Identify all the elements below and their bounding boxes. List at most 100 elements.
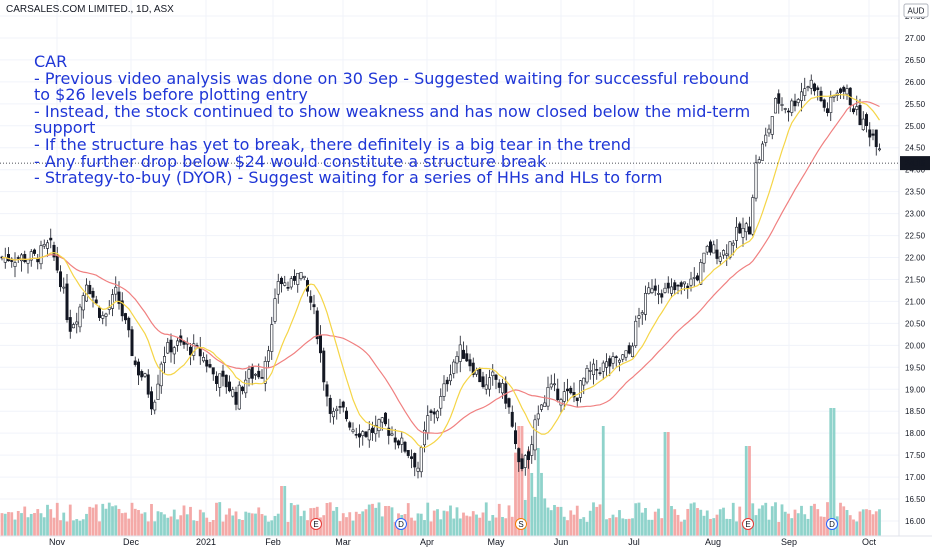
volume-bar xyxy=(202,512,205,536)
volume-bar xyxy=(588,510,592,536)
candle xyxy=(517,447,521,472)
y-tick-label: 18.00 xyxy=(905,429,926,438)
candle xyxy=(738,221,742,234)
candle xyxy=(793,93,797,112)
candle xyxy=(328,394,332,423)
candle xyxy=(292,269,296,285)
candle xyxy=(49,228,53,249)
event-marker: E xyxy=(742,518,754,530)
note-line: - Strategy-to-buy (DYOR) - Suggest waiti… xyxy=(34,168,663,188)
candle xyxy=(159,361,163,394)
candle xyxy=(838,87,842,99)
volume-bar xyxy=(354,511,358,536)
candle xyxy=(55,246,59,274)
volume-bar xyxy=(813,503,816,536)
volume-bar xyxy=(621,518,625,536)
volume-bar xyxy=(497,503,501,536)
candle xyxy=(705,244,709,255)
candle xyxy=(390,426,394,437)
y-tick-label: 23.50 xyxy=(905,188,926,197)
volume-bar xyxy=(767,519,771,536)
note-line: to $26 levels before plotting entry xyxy=(34,85,308,105)
volume-bar xyxy=(527,449,530,536)
volume-bar xyxy=(270,520,274,536)
volume-bar xyxy=(88,506,92,536)
volume-bar xyxy=(91,507,95,536)
volume-bar xyxy=(55,502,59,536)
volume-bar xyxy=(68,504,72,536)
event-label: S xyxy=(518,520,523,529)
candle xyxy=(146,369,150,398)
volume-bar xyxy=(764,502,768,536)
candle xyxy=(539,404,543,412)
candle xyxy=(565,378,569,402)
volume-bar xyxy=(861,509,865,536)
candle xyxy=(143,372,147,378)
y-tick-label: 21.00 xyxy=(905,297,926,306)
volume-bar xyxy=(198,509,202,536)
volume-bar xyxy=(670,506,673,536)
candle xyxy=(88,280,92,295)
candle xyxy=(598,367,602,376)
volume-bar xyxy=(774,502,777,536)
candle xyxy=(299,272,303,281)
slow-moving-average-line xyxy=(1,101,880,434)
candle xyxy=(150,386,154,416)
candle xyxy=(851,105,855,115)
candle xyxy=(58,265,62,292)
candle xyxy=(133,356,137,367)
volume-bar xyxy=(215,502,218,536)
candle xyxy=(169,333,173,363)
candle xyxy=(760,141,764,161)
volume-bar xyxy=(244,511,248,536)
currency-badge: AUD xyxy=(903,3,929,18)
candle xyxy=(868,122,872,147)
candle xyxy=(104,312,108,327)
volume-bar xyxy=(559,506,563,536)
candle xyxy=(270,316,274,360)
volume-bar xyxy=(10,512,14,536)
candle xyxy=(247,365,251,387)
candle xyxy=(757,156,761,164)
candle xyxy=(279,276,283,293)
candle xyxy=(845,84,849,100)
candle xyxy=(432,408,436,424)
volume-bar xyxy=(449,505,452,536)
x-tick-label: 2021 xyxy=(196,537,216,547)
candle xyxy=(549,374,553,390)
volume-bar xyxy=(150,503,153,536)
candle xyxy=(513,422,517,450)
candle xyxy=(614,355,618,367)
candle xyxy=(348,420,352,431)
volume-bar xyxy=(390,507,394,536)
candle xyxy=(699,259,703,286)
volume-bar xyxy=(738,506,742,536)
volume-bar xyxy=(257,507,261,536)
candle xyxy=(237,381,241,410)
candle xyxy=(215,371,219,392)
volume-bar xyxy=(221,521,225,536)
y-tick-label: 24.50 xyxy=(905,144,926,153)
volume-bar xyxy=(725,518,729,536)
volume-bar xyxy=(176,519,179,536)
candle xyxy=(777,89,781,114)
volume-bar xyxy=(7,512,10,536)
volume-bar xyxy=(286,521,290,536)
candle xyxy=(439,388,443,416)
volume-bar xyxy=(156,511,160,536)
volume-bar xyxy=(657,508,660,536)
candle xyxy=(101,311,105,325)
candle xyxy=(536,405,540,426)
candle xyxy=(806,85,810,92)
volume-bar xyxy=(289,503,293,536)
volume-bar xyxy=(517,426,521,536)
candle xyxy=(715,239,719,265)
currency-label: AUD xyxy=(908,7,925,16)
candle xyxy=(611,352,615,370)
volume-bar xyxy=(364,509,368,536)
candle xyxy=(842,85,846,100)
candle xyxy=(468,353,472,372)
candle xyxy=(637,307,641,328)
candle xyxy=(783,107,787,114)
